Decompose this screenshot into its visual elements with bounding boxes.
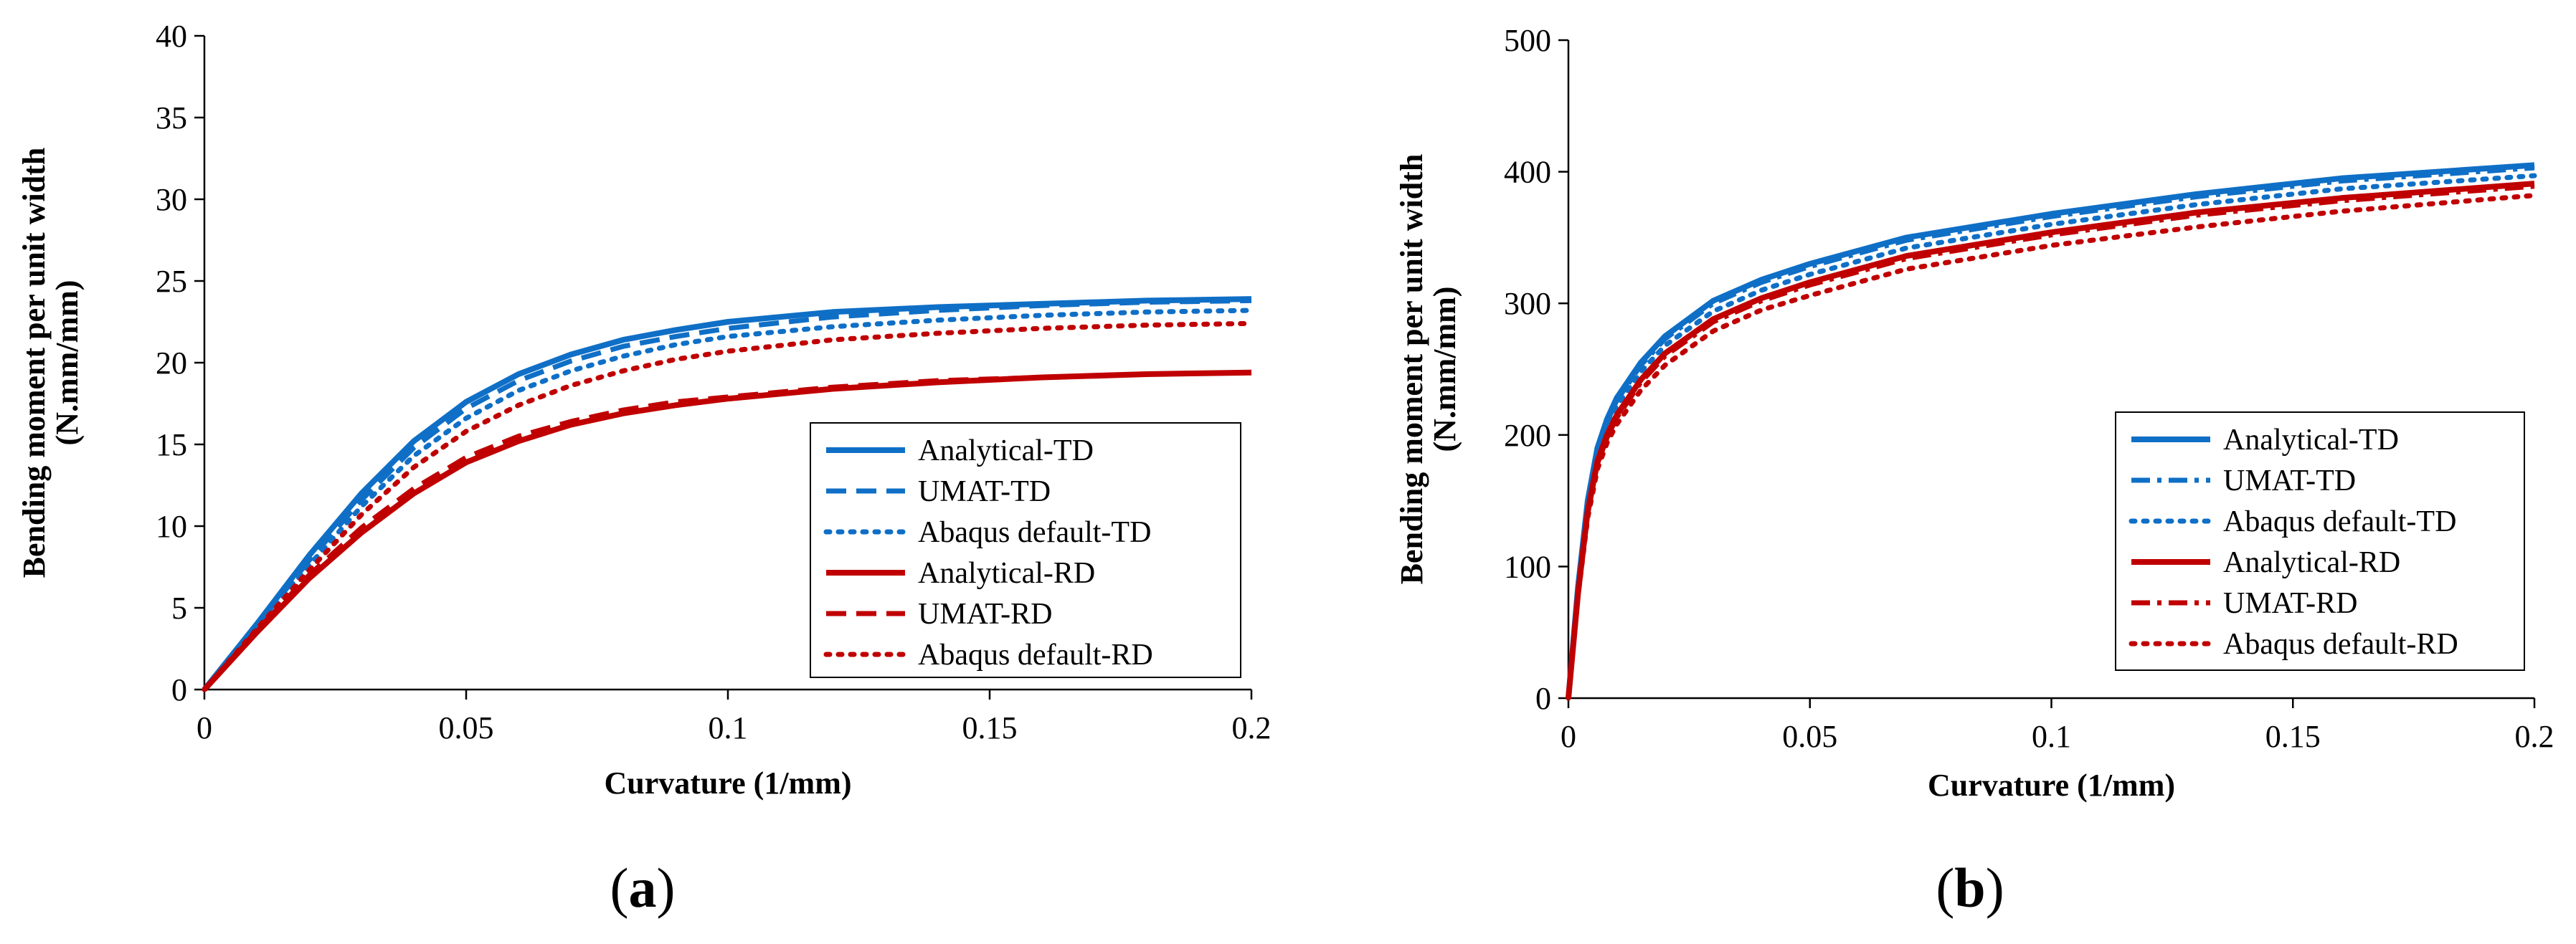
x-tick-label: 0.05 [439, 710, 494, 745]
legend-box [2115, 411, 2525, 671]
x-tick-label: 0.15 [962, 710, 1018, 745]
legend-entry-label: Analytical-TD [918, 434, 1094, 467]
y-tick-label: 10 [156, 509, 187, 544]
legend-entry-label: Abaqus default-RD [918, 639, 1153, 672]
legend-box [810, 422, 1241, 678]
y-tick-label: 500 [1504, 23, 1551, 58]
panel-label: (a) [610, 857, 676, 919]
y-axis-title-line2: (N.mm/mm) [49, 280, 85, 446]
y-tick-label: 25 [156, 264, 187, 299]
y-tick-label: 15 [156, 427, 187, 462]
series-line-abaqus-default-td [202, 307, 1254, 692]
legend-entry-label: UMAT-TD [2223, 464, 2356, 497]
x-tick-label: 0.2 [2515, 719, 2554, 754]
legend: Analytical-TD UMAT-TD Abaqus default-TD Ana… [810, 422, 1241, 678]
legend-entry-label: UMAT-TD [918, 475, 1051, 508]
x-tick-label: 0.05 [1782, 719, 1837, 754]
y-tick-label: 300 [1504, 286, 1551, 321]
y-tick-label: 35 [156, 100, 187, 135]
y-tick-label: 100 [1504, 549, 1551, 584]
legend-entry-label: Analytical-RD [2223, 546, 2400, 579]
series-line-umat-rd [1566, 183, 2535, 699]
y-axis-title-line1: Bending moment per unit width [1394, 154, 1429, 585]
legend: Analytical-TD UMAT-TD Abaqus default-TD Ana… [2115, 411, 2525, 671]
series-line-abaqus-default-rd [202, 320, 1254, 692]
x-tick-label: 0 [1561, 719, 1576, 754]
y-tick-label: 0 [1535, 681, 1551, 716]
y-axis-title-line1: Bending moment per unit width [16, 148, 52, 578]
x-tick-label: 0.1 [709, 710, 748, 745]
series-line-analytical-td [202, 296, 1252, 692]
x-tick-label: 0.15 [2265, 719, 2321, 754]
y-tick-label: 20 [156, 345, 187, 381]
legend-entry-label: Abaqus default-RD [2223, 628, 2458, 661]
legend-entry-label: Analytical-RD [918, 557, 1095, 590]
x-tick-label: 0 [196, 710, 212, 745]
chart-panel-b: 0 100 200 300 400 500 0 0.05 0.1 0.15 0.2 Curvature… [1394, 23, 2554, 919]
series-line-umat-rd [202, 370, 1252, 692]
y-tick-label: 0 [171, 672, 187, 707]
y-tick-label: 400 [1504, 155, 1551, 190]
legend-entry-label: Abaqus default-TD [918, 516, 1151, 549]
y-tick-label: 40 [156, 19, 187, 54]
legend-entry-label: Abaqus default-TD [2223, 505, 2456, 538]
x-tick-label: 0.2 [1232, 710, 1272, 745]
legend-entry-label: Analytical-TD [2223, 424, 2399, 457]
y-tick-label: 30 [156, 182, 187, 217]
y-tick-label: 200 [1504, 418, 1551, 453]
legend-entry-label: UMAT-RD [918, 598, 1052, 631]
x-tick-label: 0.1 [2032, 719, 2071, 754]
y-tick-label: 5 [171, 591, 187, 626]
series-line-umat-td [202, 297, 1252, 692]
series-line-umat-td [1566, 165, 2535, 699]
series-line-abaqus-default-rd [1566, 193, 2537, 701]
legend-entry-label: UMAT-RD [2223, 587, 2357, 620]
y-axis-title-line2: (N.mm/mm) [1427, 287, 1462, 452]
x-axis-title: Curvature (1/mm) [1928, 768, 2175, 803]
x-axis-title: Curvature (1/mm) [605, 766, 852, 801]
chart-panel-a: 0 5 10 15 20 25 30 35 40 0 0.05 0.1 0.15 0.2 Curvature… [16, 19, 1272, 919]
panel-label: (b) [1936, 857, 2004, 919]
